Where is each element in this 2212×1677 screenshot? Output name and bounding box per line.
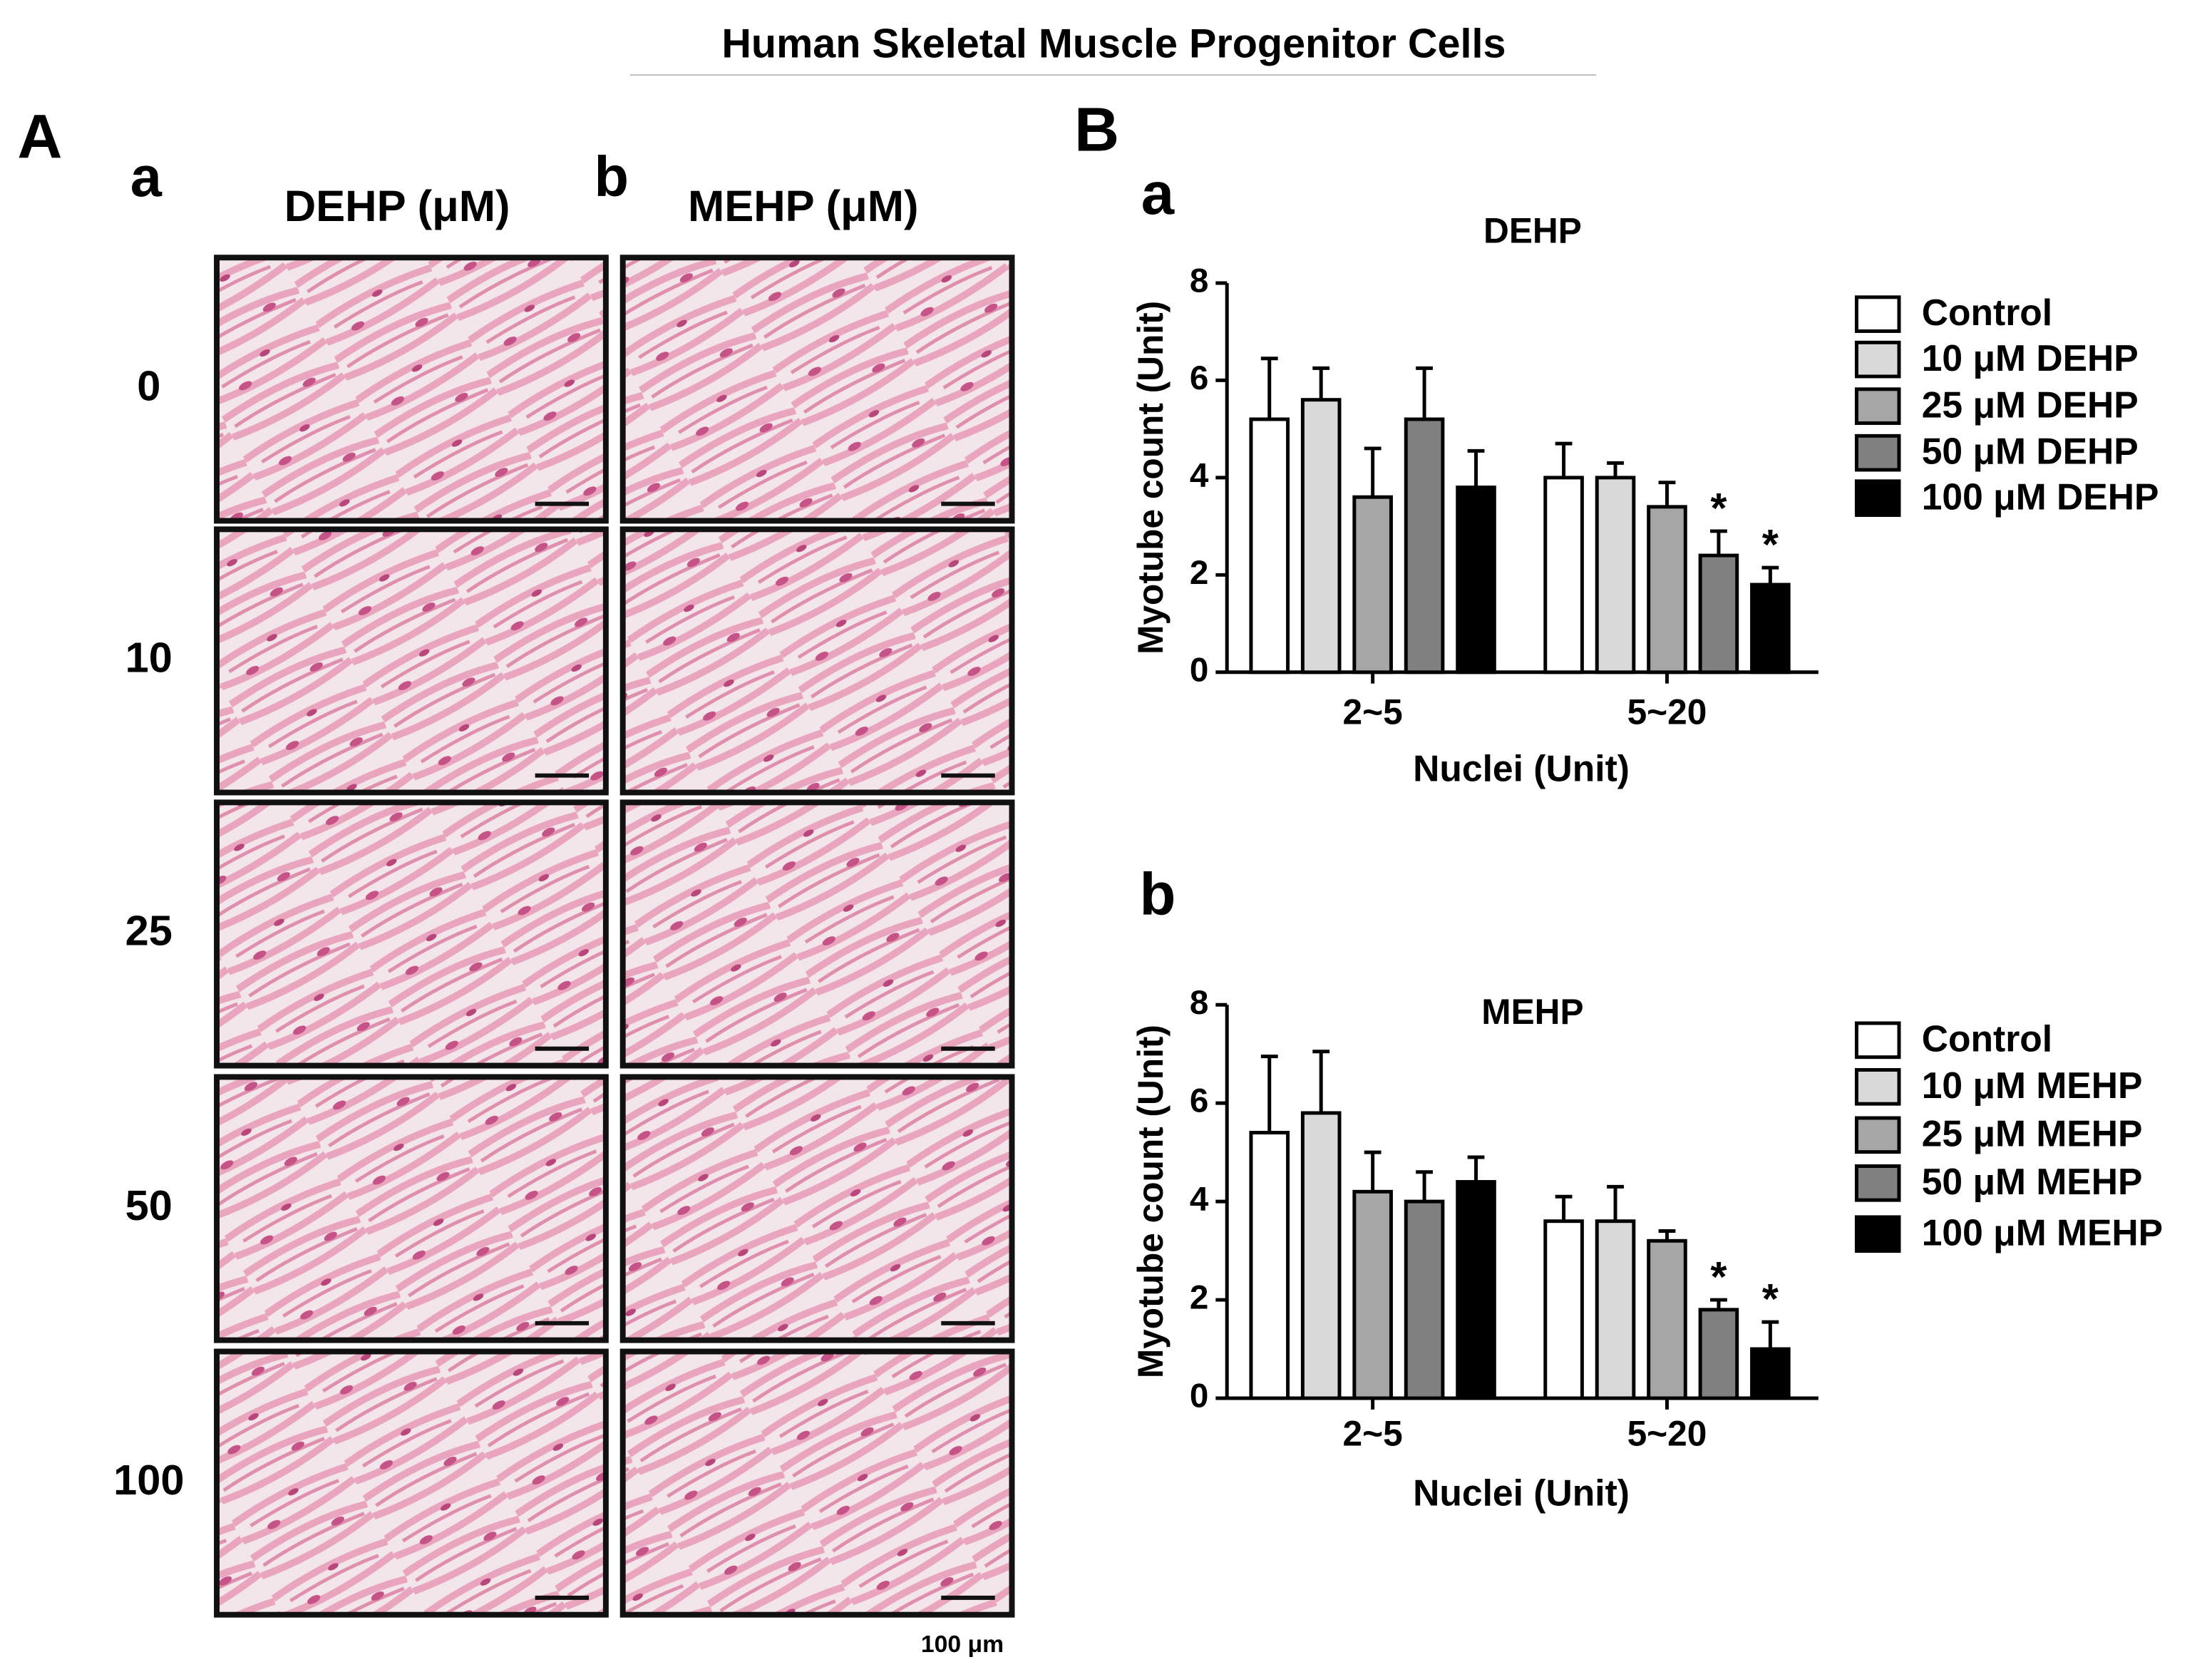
bar [1300,398,1342,675]
x-tick-label: 5~20 [1627,692,1707,732]
bar [1543,1219,1584,1400]
micrograph [619,1348,1015,1618]
y-tick-label: 8 [1190,984,1208,1022]
y-tick-label: 2 [1190,554,1208,592]
micrograph [619,1074,1015,1343]
legend-swatch [1854,1116,1901,1154]
legend-label: 25 μM DEHP [1922,384,2139,425]
y-tick-label: 8 [1190,262,1208,300]
bar [1249,1131,1290,1400]
bar [1595,476,1636,675]
bar [1750,1347,1791,1400]
micrograph [619,799,1015,1069]
x-tick-label: 2~5 [1343,1414,1403,1454]
row-label: 25 [125,907,173,955]
legend-label: 25 μM MEHP [1922,1112,2143,1154]
legend-label: 100 μM DEHP [1922,476,2159,517]
micrograph [214,255,609,524]
bar [1404,417,1445,675]
micrograph [214,799,609,1069]
column-title: DEHP (μM) [284,182,510,231]
significance-mark: * [1710,484,1727,532]
legend-label: 10 μM MEHP [1922,1065,2143,1106]
legend-swatch [1854,434,1901,472]
legend-swatch [1854,387,1901,425]
scale-bar-label: 100 μm [921,1631,1004,1658]
legend-label: 50 μM DEHP [1922,431,2139,472]
bar [1543,476,1584,675]
legend-swatch [1854,1215,1901,1253]
legend-label: 100 μM MEHP [1922,1211,2163,1253]
micrograph [214,1074,609,1343]
chart-label: a [1141,160,1175,227]
legend-swatch [1854,1021,1901,1060]
y-axis-label: Myotube count (Unit) [1131,301,1171,655]
column-title: MEHP (μM) [688,182,919,231]
y-tick-label: 6 [1190,359,1208,397]
y-tick-label: 0 [1190,651,1208,689]
legend-label: Control [1922,292,2052,333]
row-label: 10 [125,634,173,682]
micrograph [214,1348,609,1618]
legend-swatch [1854,1068,1901,1106]
bar [1647,1238,1687,1400]
legend-swatch [1854,340,1901,379]
bar [1352,1189,1393,1400]
chart-label: b [1139,861,1176,927]
x-axis-label: Nuclei (Unit) [1413,747,1630,789]
y-tick-label: 4 [1190,1181,1209,1219]
significance-mark: * [1762,1275,1779,1323]
micrograph [619,255,1015,524]
bar [1404,1199,1445,1400]
chart-title: DEHP [1483,211,1582,251]
chart-title: MEHP [1481,992,1583,1032]
micrograph [214,526,609,796]
row-label: 0 [137,362,160,410]
bar [1750,583,1791,675]
bar [1698,553,1739,675]
bar [1595,1219,1636,1400]
bar [1300,1111,1342,1400]
bar [1352,495,1393,675]
legend-swatch [1854,479,1901,517]
row-label: 50 [125,1181,173,1229]
row-label: 100 [113,1456,184,1504]
legend-label: 10 μM DEHP [1922,337,2139,379]
panel-label: A [17,102,62,172]
y-tick-label: 6 [1190,1082,1208,1120]
x-tick-label: 2~5 [1343,692,1403,732]
y-tick-label: 0 [1190,1378,1208,1415]
bar [1249,417,1290,675]
micrograph [619,526,1015,796]
y-tick-label: 4 [1190,456,1209,494]
figure-title: Human Skeletal Muscle Progenitor Cells [721,21,1506,67]
legend-label: Control [1922,1017,2052,1059]
bar [1456,486,1496,675]
panel-label: B [1074,95,1119,165]
column-label: a [130,145,163,208]
legend-label: 50 μM MEHP [1922,1161,2143,1202]
significance-mark: * [1762,520,1779,568]
legend-swatch [1854,295,1901,333]
legend-swatch [1854,1164,1901,1202]
x-axis-label: Nuclei (Unit) [1413,1472,1630,1514]
bar [1698,1308,1739,1400]
bar [1647,505,1687,675]
y-axis-label: Myotube count (Unit) [1131,1025,1171,1378]
significance-mark: * [1710,1253,1727,1301]
x-tick-label: 5~20 [1627,1414,1707,1454]
column-label: b [595,145,629,208]
bar [1456,1180,1496,1400]
y-tick-label: 2 [1190,1279,1208,1317]
